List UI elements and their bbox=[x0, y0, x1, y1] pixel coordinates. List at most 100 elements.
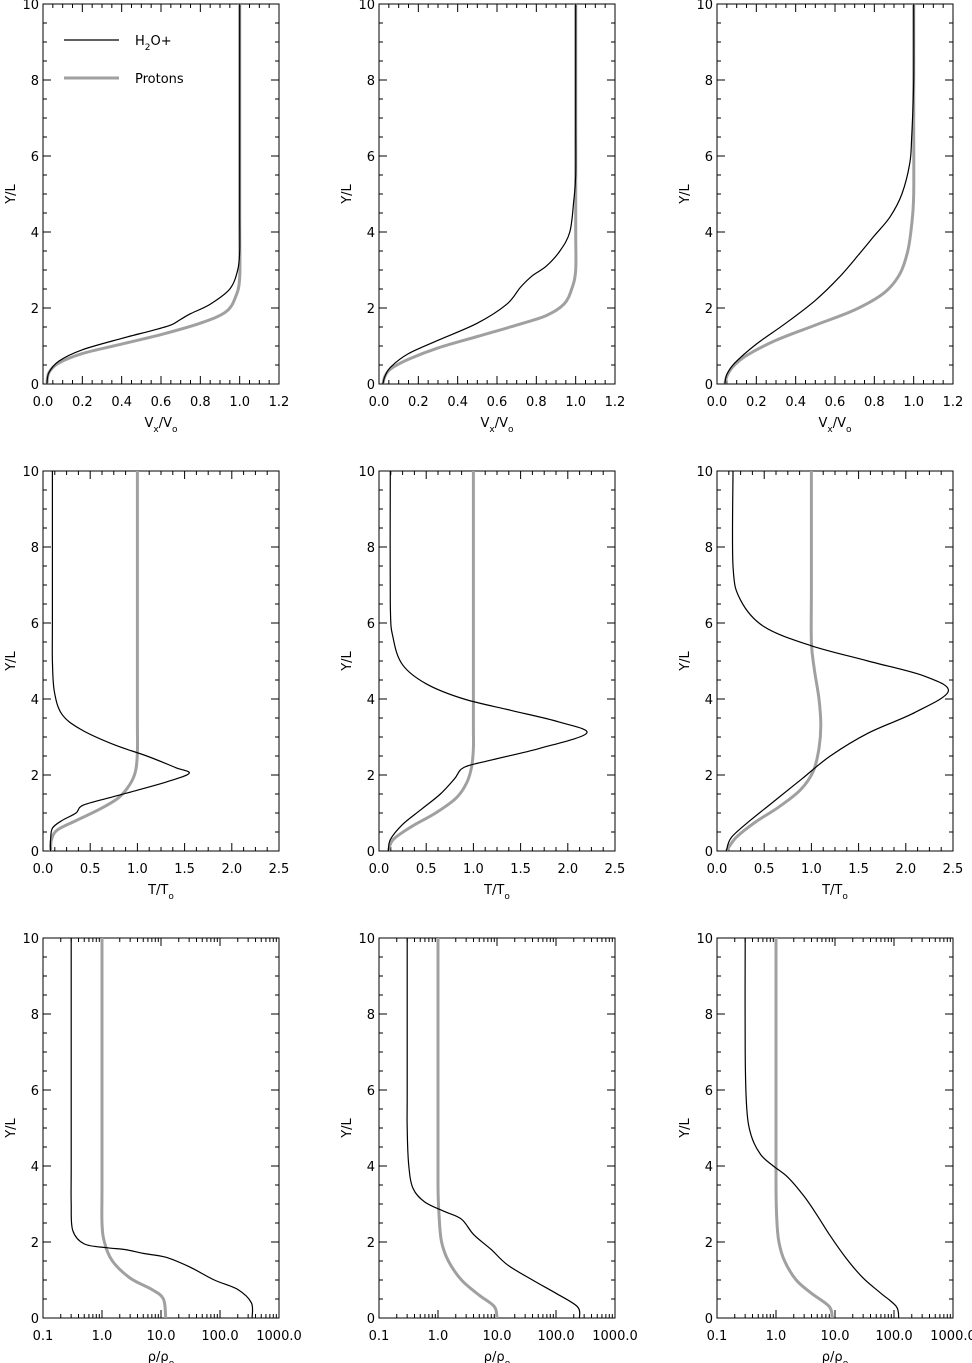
y-tick-label: 0 bbox=[31, 378, 39, 393]
y-tick-label: 8 bbox=[705, 74, 713, 89]
y-tick-label: 10 bbox=[358, 0, 375, 13]
plot-frame bbox=[42, 3, 280, 385]
y-tick-label: 10 bbox=[696, 465, 713, 480]
x-axis-title: ρ/ρo bbox=[822, 1350, 849, 1363]
y-axis-title: Y/L bbox=[4, 1117, 19, 1138]
series-line-protons bbox=[100, 938, 168, 1318]
y-tick-label: 6 bbox=[367, 1084, 375, 1099]
x-tick-label: 0.4 bbox=[447, 395, 468, 410]
y-tick-label: 0 bbox=[367, 1312, 375, 1327]
y-tick-label: 8 bbox=[705, 541, 713, 556]
y-tick-label: 0 bbox=[705, 845, 713, 860]
x-tick-label: 100.0 bbox=[537, 1329, 574, 1344]
plot-frame bbox=[42, 470, 280, 852]
y-tick-label: 2 bbox=[31, 769, 39, 784]
y-tick-label: 2 bbox=[367, 1236, 375, 1251]
y-tick-label: 2 bbox=[367, 302, 375, 317]
y-axis-title: Y/L bbox=[4, 183, 19, 204]
y-tick-label: 4 bbox=[705, 693, 713, 708]
y-tick-label: 4 bbox=[31, 1160, 39, 1175]
x-tick-label: 1.0 bbox=[565, 395, 586, 410]
y-tick-label: 2 bbox=[31, 302, 39, 317]
x-axis-title: Vx/Vo bbox=[818, 416, 852, 435]
plot-frame bbox=[378, 3, 616, 385]
x-tick-label: 1.0 bbox=[463, 862, 484, 877]
panel-rho-2: 0 2 4 6 8 10 0.1 1.0 10.0 100.0 1000.0 ρ/ρo Y/L bbox=[340, 932, 638, 1363]
x-tick-label: 2.5 bbox=[943, 862, 964, 877]
series-line-protons bbox=[723, 4, 916, 384]
x-tick-label: 0.2 bbox=[746, 395, 767, 410]
y-tick-label: 8 bbox=[31, 1008, 39, 1023]
y-tick-label: 8 bbox=[31, 74, 39, 89]
y-tick-label: 4 bbox=[705, 1160, 713, 1175]
y-axis-title: Y/L bbox=[340, 183, 355, 204]
y-tick-label: 2 bbox=[31, 1236, 39, 1251]
y-tick-label: 4 bbox=[31, 693, 39, 708]
series-line-h2o bbox=[406, 938, 581, 1318]
x-tick-label: 1.2 bbox=[605, 395, 626, 410]
x-tick-label: 2.5 bbox=[269, 862, 290, 877]
x-tick-label: 0.8 bbox=[190, 395, 211, 410]
panel-vx-3: 0 2 4 6 8 10 0.0 0.2 0.4 0.6 0.8 1.0 1.2 Vx/Vo Y/L bbox=[678, 0, 963, 435]
x-tick-label: 1.2 bbox=[269, 395, 290, 410]
x-tick-label: 0.1 bbox=[369, 1329, 390, 1344]
y-tick-label: 0 bbox=[705, 1312, 713, 1327]
x-tick-label: 1.0 bbox=[229, 395, 250, 410]
y-tick-label: 2 bbox=[705, 769, 713, 784]
x-tick-label: 0.1 bbox=[33, 1329, 54, 1344]
y-tick-label: 10 bbox=[22, 932, 39, 947]
y-tick-label: 6 bbox=[705, 1084, 713, 1099]
plot-frame bbox=[716, 3, 954, 385]
y-axis-title: Y/L bbox=[678, 183, 693, 204]
series-line-protons bbox=[725, 471, 823, 851]
panel-rho-3: 0 2 4 6 8 10 0.1 1.0 10.0 100.0 1000.0 ρ/ρo Y/L bbox=[678, 932, 972, 1363]
legend-label: H2O+ bbox=[135, 34, 172, 53]
x-tick-label: 1.2 bbox=[943, 395, 964, 410]
x-tick-label: 1.0 bbox=[766, 1329, 787, 1344]
y-tick-label: 10 bbox=[696, 0, 713, 13]
x-tick-label: 1.0 bbox=[92, 1329, 113, 1344]
y-tick-label: 8 bbox=[367, 541, 375, 556]
x-tick-label: 0.6 bbox=[825, 395, 846, 410]
y-tick-label: 0 bbox=[31, 845, 39, 860]
y-tick-label: 6 bbox=[367, 617, 375, 632]
series-line-h2o bbox=[725, 471, 949, 851]
y-axis-title: Y/L bbox=[678, 1117, 693, 1138]
y-tick-label: 6 bbox=[705, 617, 713, 632]
y-axis-title: Y/L bbox=[4, 650, 19, 671]
y-tick-label: 0 bbox=[31, 1312, 39, 1327]
x-axis-title: ρ/ρo bbox=[484, 1350, 511, 1363]
panel-rho-1: 0 2 4 6 8 10 0.1 1.0 10.0 100.0 1000.0 ρ/ρo Y/L bbox=[4, 932, 302, 1363]
series-line-h2o bbox=[382, 4, 577, 384]
panel-vx-2: 0 2 4 6 8 10 0.0 0.2 0.4 0.6 0.8 1.0 1.2 Vx/Vo Y/L bbox=[340, 0, 625, 435]
x-tick-label: 0.4 bbox=[785, 395, 806, 410]
x-tick-label: 0.0 bbox=[369, 395, 390, 410]
y-tick-label: 4 bbox=[367, 1160, 375, 1175]
y-tick-label: 8 bbox=[31, 541, 39, 556]
legend-label: Protons bbox=[135, 72, 184, 87]
y-tick-label: 6 bbox=[705, 150, 713, 165]
x-tick-label: 2.0 bbox=[221, 862, 242, 877]
x-tick-label: 1.5 bbox=[848, 862, 869, 877]
x-tick-label: 10.0 bbox=[821, 1329, 850, 1344]
x-tick-label: 2.0 bbox=[895, 862, 916, 877]
panel-temp-3: 0 2 4 6 8 10 0.0 0.5 1.0 1.5 2.0 2.5 T/To Y/L bbox=[678, 465, 963, 902]
y-tick-label: 10 bbox=[22, 0, 39, 13]
x-tick-label: 10.0 bbox=[483, 1329, 512, 1344]
x-tick-label: 2.0 bbox=[557, 862, 578, 877]
x-tick-label: 0.8 bbox=[864, 395, 885, 410]
series-line-h2o bbox=[744, 938, 900, 1318]
series-line-protons bbox=[49, 471, 140, 851]
x-tick-label: 0.5 bbox=[754, 862, 775, 877]
y-axis-title: Y/L bbox=[340, 1117, 355, 1138]
x-tick-label: 0.0 bbox=[33, 395, 54, 410]
y-tick-label: 2 bbox=[705, 1236, 713, 1251]
x-tick-label: 2.5 bbox=[605, 862, 626, 877]
x-tick-label: 1000.0 bbox=[930, 1329, 972, 1344]
y-tick-label: 6 bbox=[367, 150, 375, 165]
x-tick-label: 0.2 bbox=[72, 395, 93, 410]
y-tick-label: 6 bbox=[31, 617, 39, 632]
x-tick-label: 1000.0 bbox=[592, 1329, 638, 1344]
y-tick-label: 10 bbox=[358, 932, 375, 947]
